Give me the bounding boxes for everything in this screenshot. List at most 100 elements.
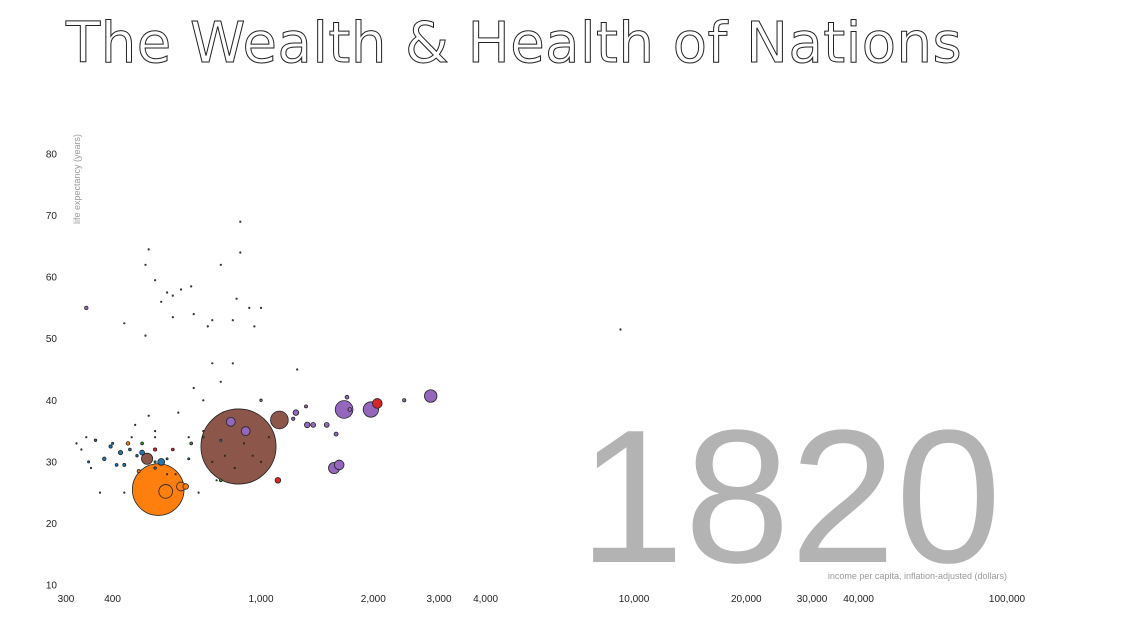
data-point <box>219 380 222 383</box>
data-point <box>259 398 263 402</box>
y-tick-label: 60 <box>46 273 58 284</box>
data-point <box>123 491 126 494</box>
x-tick-label: 300 <box>58 594 75 605</box>
data-point <box>128 447 132 452</box>
data-point <box>166 473 169 476</box>
data-point <box>211 362 214 365</box>
data-point <box>248 306 251 309</box>
data-point <box>135 454 139 458</box>
data-point <box>291 416 296 421</box>
x-tick-label: 100,000 <box>989 594 1026 605</box>
data-point <box>231 362 234 365</box>
data-point <box>87 460 91 464</box>
data-point <box>166 291 169 294</box>
data-point <box>130 436 133 439</box>
data-point <box>253 325 256 328</box>
data-point <box>98 491 102 494</box>
data-point <box>125 441 131 446</box>
y-axis-label: life expectancy (years) <box>72 134 82 224</box>
data-point <box>84 305 89 311</box>
data-point <box>89 466 93 470</box>
data-point <box>147 414 150 417</box>
data-point <box>147 248 150 251</box>
data-point <box>223 454 226 457</box>
chart-title: The Wealth & Health of Nations <box>65 11 963 77</box>
data-point <box>75 442 78 445</box>
data-point <box>187 436 190 439</box>
data-point <box>333 459 345 471</box>
data-point <box>424 389 438 403</box>
data-point <box>85 436 88 439</box>
data-point <box>334 400 354 419</box>
data-point <box>111 441 115 445</box>
data-point <box>219 438 223 442</box>
data-point <box>192 312 195 316</box>
data-point <box>154 436 157 439</box>
data-point <box>189 441 194 446</box>
y-tick-label: 50 <box>46 334 58 345</box>
y-tick-label: 30 <box>46 457 58 468</box>
data-point <box>190 285 193 288</box>
data-points <box>75 220 622 516</box>
data-point <box>344 394 350 400</box>
data-point <box>122 462 127 467</box>
x-axis-label: income per capita, inflation-adjusted (d… <box>828 571 1007 581</box>
data-point <box>200 408 277 485</box>
data-point <box>292 409 300 416</box>
year-label: 1820 <box>579 391 1002 603</box>
data-point <box>215 479 218 482</box>
data-point <box>347 407 353 412</box>
y-tick-label: 70 <box>46 211 58 222</box>
data-point <box>158 484 173 499</box>
x-tick-label: 2,000 <box>361 594 386 605</box>
data-point <box>231 319 234 322</box>
y-axis-ticks: 10 20 30 40 50 60 70 80 <box>46 150 58 592</box>
y-tick-label: 10 <box>46 581 58 592</box>
x-tick-label: 1,000 <box>248 594 273 605</box>
data-point <box>296 368 299 371</box>
data-point <box>141 452 154 465</box>
data-point <box>240 426 251 436</box>
data-point <box>233 466 236 470</box>
data-point <box>140 441 144 446</box>
data-point <box>153 447 158 452</box>
data-point <box>619 328 622 331</box>
data-point <box>174 473 177 476</box>
data-point <box>259 460 263 463</box>
data-point <box>274 477 282 484</box>
data-point <box>154 429 157 433</box>
data-point <box>144 334 147 337</box>
data-point <box>219 263 222 266</box>
data-point <box>153 466 157 470</box>
data-point <box>225 416 236 427</box>
data-point <box>372 398 383 409</box>
data-point <box>117 450 124 456</box>
x-tick-label: 40,000 <box>843 594 874 605</box>
data-point <box>197 491 200 494</box>
data-point <box>304 421 311 429</box>
y-tick-label: 40 <box>46 396 58 407</box>
data-point <box>206 325 209 328</box>
data-point <box>177 411 180 414</box>
data-point <box>108 444 113 449</box>
data-point <box>114 463 119 467</box>
data-point <box>333 431 339 437</box>
data-point <box>402 398 407 403</box>
data-point <box>202 435 205 439</box>
data-point <box>192 386 195 390</box>
data-point <box>304 404 308 409</box>
x-axis-ticks: 300 400 1,000 2,000 3,000 4,000 10,000 20,000 30… <box>58 594 1026 605</box>
data-point <box>153 460 157 464</box>
x-tick-label: 10,000 <box>619 594 650 605</box>
data-point <box>187 457 191 461</box>
x-tick-label: 30,000 <box>797 594 828 605</box>
data-point <box>154 279 157 282</box>
data-point <box>139 449 145 456</box>
data-point <box>211 460 214 463</box>
data-point <box>259 306 263 309</box>
x-tick-label: 400 <box>104 594 121 605</box>
x-tick-label: 3,000 <box>426 594 451 605</box>
data-point <box>219 478 223 483</box>
data-point <box>179 288 183 291</box>
